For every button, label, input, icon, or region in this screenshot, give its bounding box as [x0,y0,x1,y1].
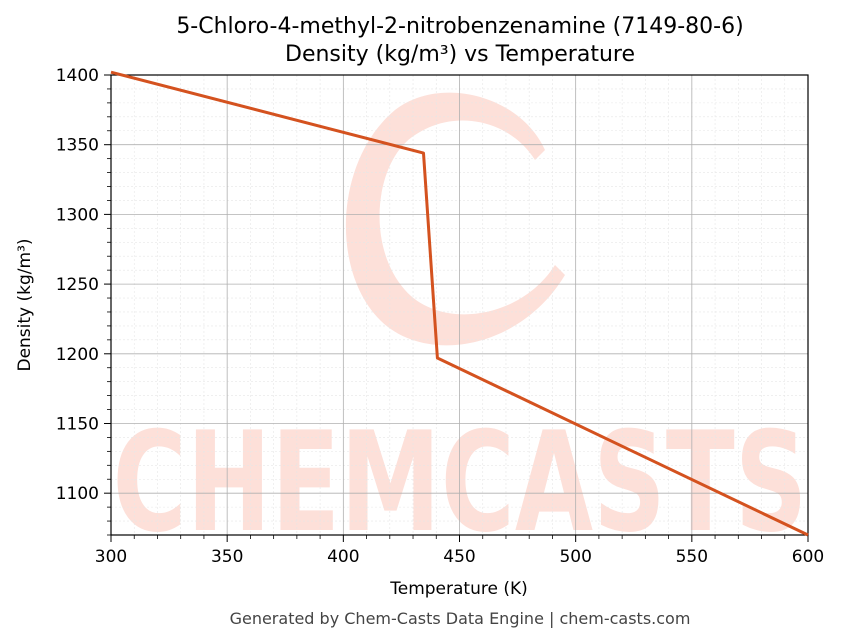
x-tick-label: 300 [95,547,127,567]
density-series-line [110,70,809,537]
y-tick-label: 1350 [56,136,99,156]
chart-subtitle: Density (kg/m³) vs Temperature [285,42,635,67]
x-tick-label: 350 [211,547,243,567]
series-group [110,70,809,537]
y-tick-label: 1400 [56,66,99,86]
x-tick-label: 600 [792,547,824,567]
y-tick-labels: 1100 1150 1200 1250 1300 1350 1400 [56,66,99,504]
y-tick-label: 1300 [56,205,99,225]
footer-credit: Generated by Chem-Casts Data Engine | ch… [230,609,691,628]
x-tick-labels: 300 350 400 450 500 550 600 [95,547,824,567]
y-axis-label: Density (kg/m³) [15,238,35,371]
x-tick-label: 550 [676,547,708,567]
x-tick-label: 450 [443,547,475,567]
watermark-logo: CHEMCASTS [113,92,808,563]
y-tick-label: 1150 [56,414,99,434]
axis-ticks [104,74,809,542]
x-axis-label: Temperature (K) [389,579,528,599]
y-tick-label: 1250 [56,275,99,295]
x-tick-label: 500 [559,547,591,567]
y-tick-label: 1100 [56,484,99,504]
x-tick-label: 400 [327,547,359,567]
y-tick-label: 1200 [56,345,99,365]
chart-title: 5-Chloro-4-methyl-2-nitrobenzenamine (71… [176,14,743,39]
